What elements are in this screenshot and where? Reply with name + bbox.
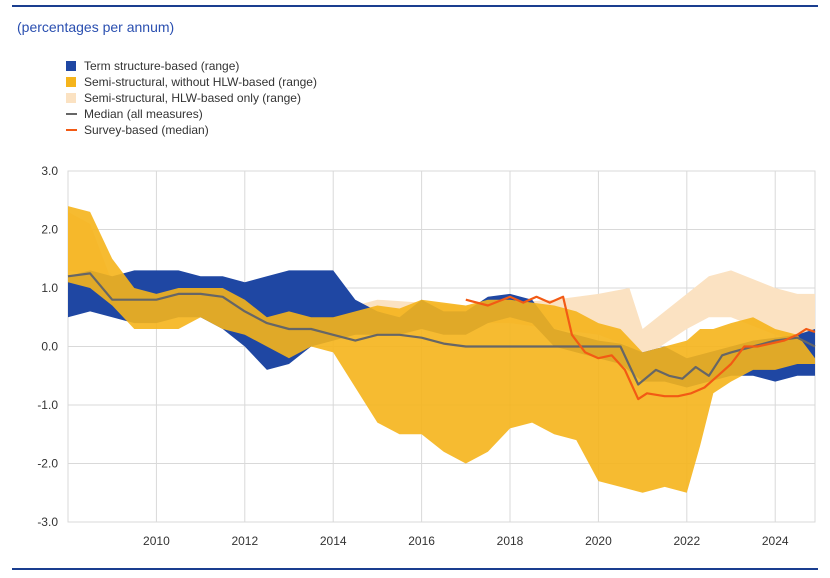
legend-swatch-semi-structural <box>66 77 76 87</box>
line-4 <box>465 295 816 401</box>
bottom-rule <box>12 568 818 570</box>
legend-label-semi-structural: Semi-structural, without HLW-based (rang… <box>84 75 317 89</box>
y-tick-label: -3.0 <box>37 515 58 529</box>
y-tick-label: -2.0 <box>37 457 58 471</box>
legend-swatch-hlw <box>66 93 76 103</box>
line-3 <box>67 272 816 386</box>
band-0 <box>68 211 815 359</box>
chart-subtitle: (percentages per annum) <box>17 19 175 35</box>
band-2 <box>68 206 815 493</box>
x-tick-label: 2022 <box>673 534 700 548</box>
y-tick-label: 0.0 <box>41 340 58 354</box>
chart-legend: Term structure-based (range) Semi-struct… <box>66 58 317 138</box>
y-tick-label: 1.0 <box>41 281 58 295</box>
legend-item-semi-structural: Semi-structural, without HLW-based (rang… <box>66 74 317 90</box>
x-tick-label: 2024 <box>762 534 789 548</box>
x-tick-label: 2012 <box>231 534 258 548</box>
top-rule <box>12 5 818 7</box>
legend-label-hlw: Semi-structural, HLW-based only (range) <box>84 91 301 105</box>
x-axis-ticks: 2010 2012 2014 2016 2018 2020 2022 2024 <box>143 534 789 548</box>
chart-bands <box>68 206 815 493</box>
legend-item-survey: Survey-based (median) <box>66 122 317 138</box>
legend-swatch-term-structure <box>66 61 76 71</box>
legend-item-hlw: Semi-structural, HLW-based only (range) <box>66 90 317 106</box>
x-tick-label: 2014 <box>320 534 347 548</box>
y-tick-label: 3.0 <box>41 164 58 178</box>
legend-swatch-median <box>66 113 77 115</box>
y-tick-label: -1.0 <box>37 398 58 412</box>
y-axis-ticks: -3.0 -2.0 -1.0 0.0 1.0 2.0 3.0 <box>37 164 58 529</box>
legend-item-term-structure: Term structure-based (range) <box>66 58 317 74</box>
x-tick-label: 2020 <box>585 534 612 548</box>
y-tick-label: 2.0 <box>41 223 58 237</box>
legend-label-term-structure: Term structure-based (range) <box>84 59 240 73</box>
x-tick-label: 2018 <box>497 534 524 548</box>
legend-label-median: Median (all measures) <box>84 107 203 121</box>
legend-label-survey: Survey-based (median) <box>84 123 209 137</box>
legend-swatch-survey <box>66 129 77 131</box>
x-tick-label: 2016 <box>408 534 435 548</box>
chart-lines <box>67 272 816 401</box>
x-tick-label: 2010 <box>143 534 170 548</box>
legend-item-median: Median (all measures) <box>66 106 317 122</box>
